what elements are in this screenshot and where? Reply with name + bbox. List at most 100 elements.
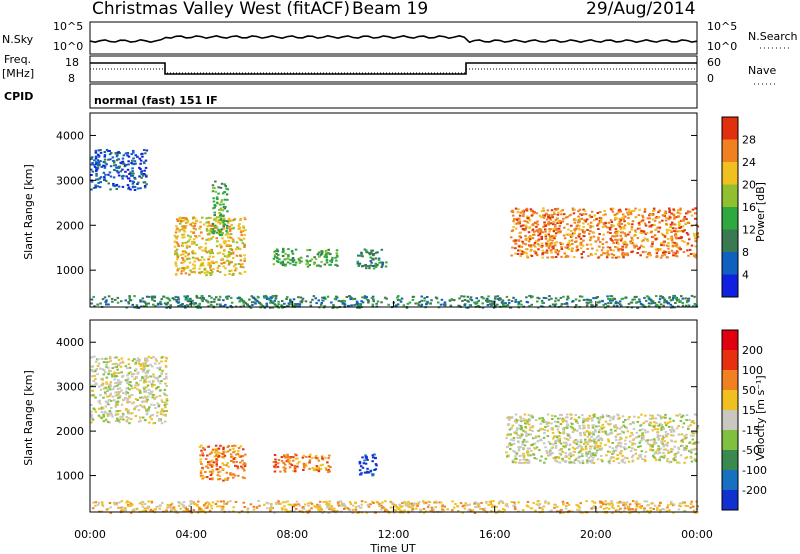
power-cell-5 (552, 230, 556, 233)
velocity-cell-4 (517, 448, 521, 451)
velocity-cell-2 (304, 463, 308, 466)
velocity-cell-0 (92, 394, 96, 397)
velocity-cell-4 (674, 456, 677, 459)
power-cell-5 (580, 253, 583, 255)
velocity-cell-1 (199, 472, 203, 474)
velocity-cell-4 (642, 422, 645, 425)
power-cell-5 (612, 249, 615, 252)
velocity-cell-4 (551, 431, 555, 434)
power-cell-0 (132, 149, 135, 152)
velocity-cell-4 (694, 441, 698, 444)
velocity-cell-2 (283, 463, 287, 466)
power-cell-0 (90, 168, 93, 171)
velocity-cell-5 (101, 505, 105, 508)
power-cell-3 (287, 248, 290, 251)
power-cell-6 (659, 303, 663, 306)
power-cell-1 (230, 219, 234, 222)
velocity-cell-4 (615, 426, 618, 429)
power-cell-6 (185, 304, 189, 307)
velocity-cell-4 (676, 414, 679, 417)
velocity-cell-0 (160, 399, 163, 402)
velocity-cell-4 (559, 423, 563, 426)
power-cell-6 (629, 301, 633, 304)
velocity-cell-4 (637, 416, 640, 419)
velocity-cell-4 (543, 461, 546, 464)
velocity-cell-4 (669, 420, 672, 423)
power-cell-5 (529, 249, 532, 252)
power-cell-6 (449, 304, 453, 307)
velocity-cell-0 (126, 410, 130, 413)
velocity-cell-2 (290, 464, 294, 467)
power-cell-6 (116, 296, 120, 299)
power-cell-1 (195, 236, 198, 239)
power-cell-0 (103, 158, 107, 161)
power-cell-6 (612, 304, 616, 307)
velocity-cell-5 (343, 508, 346, 510)
power-cell-5 (518, 220, 522, 223)
power-cell-6 (258, 302, 261, 304)
power-cell-5 (597, 236, 600, 239)
power-cell-5 (569, 235, 573, 238)
power-cell-5 (535, 222, 538, 225)
velocity-cell-5 (147, 500, 150, 503)
power-cell-5 (568, 214, 571, 217)
velocity-cell-5 (581, 511, 584, 514)
velocity-cell-5 (293, 510, 296, 513)
velocity-cell-4 (526, 453, 530, 456)
power-cell-5 (519, 211, 522, 214)
power-cell-5 (621, 217, 624, 220)
power-cell-5 (599, 217, 603, 220)
power-cell-5 (553, 234, 556, 237)
velocity-cell-4 (652, 417, 655, 420)
power-cell-5 (621, 245, 624, 248)
velocity-cell-5 (146, 507, 149, 510)
power-cell-0 (128, 173, 131, 175)
power-cell-5 (664, 216, 668, 219)
velocity-cell-4 (511, 461, 515, 464)
power-cell-5 (692, 252, 696, 255)
velocity-cell-4 (595, 440, 598, 443)
velocity-cell-0 (99, 388, 103, 391)
velocity-cell-4 (615, 446, 618, 449)
power-cell-6 (417, 304, 420, 307)
velocity-cell-4 (589, 452, 593, 455)
velocity-cell-5 (441, 508, 444, 511)
velocity-cell-4 (512, 437, 516, 439)
velocity-cell-5 (179, 507, 182, 510)
velocity-cell-5 (684, 504, 687, 507)
power-cell-0 (121, 185, 125, 188)
power-cell-1 (209, 269, 213, 272)
power-cell-6 (349, 298, 352, 301)
velocity-cell-0 (106, 395, 109, 398)
velocity-cell-2 (283, 469, 286, 472)
power-cell-5 (654, 238, 657, 241)
power-cell-1 (183, 230, 187, 233)
power-cell-6 (567, 297, 570, 300)
power-cell-1 (184, 266, 187, 269)
power-cell-1 (193, 264, 197, 267)
power-cell-5 (570, 248, 573, 251)
velocity-cell-4 (514, 419, 518, 421)
velocity-cell-1 (232, 457, 235, 460)
power-cell-0 (115, 155, 119, 158)
power-cell-0 (137, 181, 140, 184)
power-cell-5 (595, 218, 598, 221)
velocity-cell-0 (116, 388, 120, 390)
power-cell-5 (529, 208, 533, 211)
power-cell-6 (361, 296, 364, 299)
power-cell-5 (688, 248, 692, 251)
power-cell-0 (95, 174, 98, 177)
velocity-cell-4 (693, 442, 696, 444)
power-cell-6 (269, 301, 272, 304)
power-cell-4 (368, 267, 371, 270)
power-cell-4 (365, 249, 368, 252)
velocity-cell-4 (657, 438, 661, 441)
power-cell-5 (534, 251, 538, 254)
power-cell-5 (563, 213, 566, 216)
velocity-cell-0 (135, 368, 138, 371)
velocity-cell-4 (582, 448, 585, 451)
power-cell-6 (207, 301, 210, 304)
power-cell-5 (609, 232, 612, 234)
cpid-panel (89, 83, 698, 109)
power-cell-5 (694, 245, 697, 248)
